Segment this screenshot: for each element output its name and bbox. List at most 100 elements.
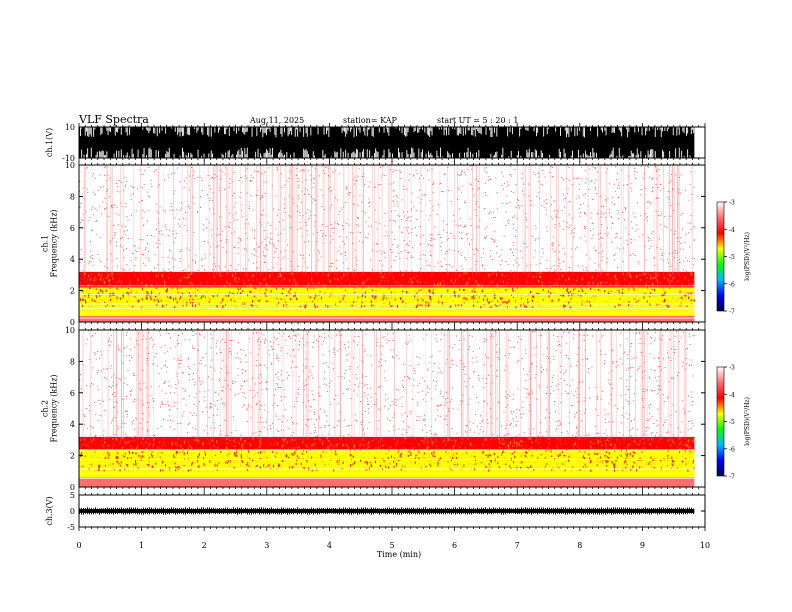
ch1s-speckle	[545, 209, 547, 211]
ch1s-speckle	[97, 253, 99, 255]
ch2s-speckle	[639, 333, 641, 335]
ch2s-speckle	[500, 425, 502, 427]
ch2s-speckle	[244, 369, 246, 371]
ch1s-fleck	[629, 305, 631, 308]
ch1s-fleck	[486, 292, 488, 295]
ch1s-speckle	[142, 225, 144, 227]
ch2s-speckle	[604, 362, 606, 364]
ch1s-speckle	[154, 253, 156, 255]
ch1s-speckle	[510, 248, 512, 250]
ch1s-fleck	[387, 298, 389, 302]
ch1s-speckle	[172, 230, 174, 232]
ch1s-fleck	[87, 284, 89, 287]
ch1s-fleck	[532, 295, 534, 299]
ch1s-fleck	[560, 288, 562, 291]
ch1-waveform-gap	[182, 127, 183, 137]
ch1s-fleck	[246, 274, 248, 277]
ch1s-speckle	[674, 253, 676, 255]
ch2s-speckle	[444, 418, 446, 420]
ch1s-speckle	[405, 219, 407, 221]
ch1-waveform-gap	[108, 127, 110, 132]
ch1-waveform-gap	[540, 150, 542, 158]
ch2s-speckle	[591, 366, 593, 368]
ch1s-fleck	[353, 276, 355, 278]
ch1s-fleck	[651, 288, 653, 290]
ch2s-speckle	[170, 337, 172, 339]
ch1s-speckle	[693, 258, 695, 260]
ch1s-speckle	[567, 192, 569, 194]
ch1s-fleck	[691, 283, 693, 285]
ch2s-speckle	[200, 383, 202, 385]
ch2s-speckle	[234, 381, 236, 383]
ch1s-speckle	[179, 226, 181, 228]
ch1s-speckle	[465, 174, 467, 176]
ch1-waveform-gap	[574, 127, 576, 137]
ch2s-speckle	[691, 364, 693, 366]
ch1s-speckle	[345, 188, 347, 190]
ch1s-fleck	[369, 278, 371, 280]
ch1s-fleck	[402, 290, 404, 293]
ch1s-speckle	[534, 174, 536, 176]
ch1s-fleck	[541, 281, 543, 284]
ch1s-speckle	[603, 205, 605, 207]
ch1s-fleck	[687, 292, 689, 294]
ch1s-speckle	[619, 237, 621, 239]
ch1s-fleck	[326, 274, 328, 276]
ch1s-speckle	[95, 234, 97, 236]
ch1s-speckle	[331, 190, 333, 192]
ch1-waveform-gap	[159, 127, 161, 134]
ch1s-speckle	[396, 169, 398, 171]
ch1s-speckle	[144, 211, 146, 213]
ch1s-fleck	[571, 293, 573, 297]
ch1s-speckle	[689, 183, 691, 185]
ch1s-speckle	[120, 181, 122, 183]
ch1s-speckle	[569, 224, 571, 226]
ch1s-fleck	[646, 286, 648, 289]
ch2s-speckle	[187, 424, 189, 426]
ch1s-speckle	[440, 265, 442, 267]
ch1s-speckle	[239, 238, 241, 240]
ch1s-fleck	[99, 289, 101, 292]
ch1s-fleck	[562, 295, 564, 297]
ch1s-fleck	[238, 292, 240, 295]
ch1s-speckle	[106, 258, 108, 260]
ch1s-fleck	[685, 288, 687, 291]
ch2s-speckle	[184, 389, 186, 391]
ch1s-speckle	[82, 213, 84, 215]
ch1s-speckle	[401, 219, 403, 221]
ch1s-fleck	[484, 294, 486, 297]
ch1-waveform-gap	[210, 150, 212, 158]
ch1s-fleck	[668, 300, 670, 302]
ch1s-fleck	[685, 293, 687, 297]
ch1s-fleck	[549, 281, 551, 284]
ch1s-fleck	[86, 278, 88, 281]
ch1s-speckle	[256, 194, 258, 196]
ch2s-speckle	[259, 405, 261, 407]
ch1s-fleck	[406, 292, 408, 294]
ch1s-fleck	[82, 299, 84, 302]
ch1s-speckle	[313, 199, 315, 201]
ch2s-speckle	[560, 424, 562, 426]
ch1s-fleck	[429, 296, 431, 299]
ch1s-speckle	[325, 166, 327, 168]
ch1s-fleck	[184, 297, 186, 301]
ch1s-fleck	[386, 277, 388, 279]
ch1s-fleck	[597, 275, 599, 277]
ch1s-fleck	[654, 301, 656, 304]
ch2s-speckle	[230, 340, 232, 342]
ch1-waveform-gap	[520, 155, 522, 158]
ch1s-speckle	[686, 260, 688, 262]
ch1s-speckle	[121, 237, 123, 239]
ch1s-fleck	[259, 287, 261, 290]
ch1s-speckle	[258, 171, 260, 173]
ch1s-speckle	[394, 204, 396, 206]
ch2s-speckle	[520, 338, 522, 340]
ch2s-speckle	[165, 371, 167, 373]
ch2s-speckle	[423, 419, 425, 421]
ch1-waveform-gap	[351, 127, 353, 130]
ch1-waveform-gap	[237, 151, 239, 158]
ch1s-speckle	[98, 259, 100, 261]
ch1s-fleck	[89, 301, 91, 304]
ch1s-fleck	[195, 304, 197, 308]
ch1s-fleck	[516, 283, 518, 285]
